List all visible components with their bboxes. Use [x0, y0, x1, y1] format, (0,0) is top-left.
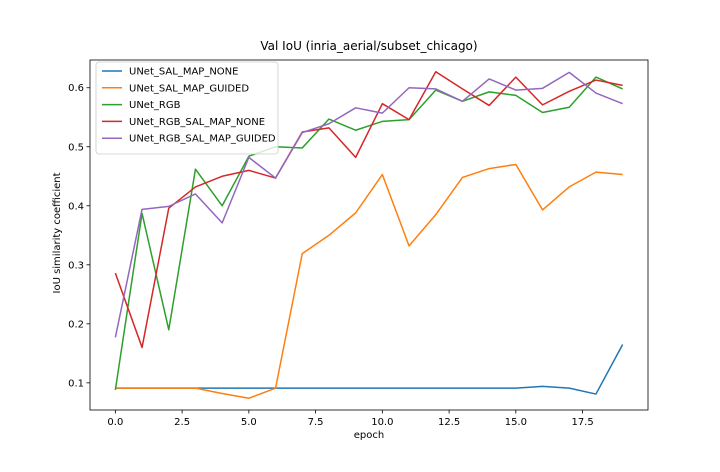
x-tick-label-2: 5.0 [241, 417, 257, 428]
x-tick-label-7: 17.5 [571, 417, 593, 428]
legend-label-4: UNet_RGB_SAL_MAP_GUIDED [129, 134, 276, 145]
chart-title: Val IoU (inria_aerial/subset_chicago) [260, 39, 477, 53]
series-line-2 [114, 76, 623, 391]
y-tick-label-5: 0.6 [68, 83, 84, 94]
x-tick-label-0: 0.0 [107, 417, 123, 428]
series-line-1 [115, 163, 623, 399]
legend-label-1: UNet_SAL_MAP_GUIDED [129, 83, 249, 94]
y-tick-label-2: 0.3 [68, 260, 84, 271]
x-tick-label-6: 15.0 [505, 417, 527, 428]
x-tick-label-3: 7.5 [308, 417, 324, 428]
x-tick-label-1: 2.5 [174, 417, 190, 428]
series-line-3 [114, 71, 623, 349]
legend: UNet_SAL_MAP_NONE UNet_SAL_MAP_GUIDED UNet… [95, 61, 279, 155]
x-axis-label: epoch [354, 430, 384, 441]
legend-label-3: UNet_RGB_SAL_MAP_NONE [129, 117, 265, 128]
y-tick-label-1: 0.2 [68, 319, 84, 330]
legend-label-2: UNet_RGB [129, 100, 181, 111]
y-tick-label-0: 0.1 [68, 378, 84, 389]
x-tick-label-4: 10.0 [371, 417, 393, 428]
legend-box [95, 61, 279, 155]
y-axis-label: IoU similarity coefficient [52, 172, 63, 293]
series-line-4 [114, 71, 623, 338]
legend-label-0: UNet_SAL_MAP_NONE [129, 67, 238, 78]
x-tick-label-5: 12.5 [438, 417, 460, 428]
y-tick-label-3: 0.4 [68, 201, 84, 212]
plot-frame [89, 59, 649, 411]
y-tick-label-4: 0.5 [68, 142, 84, 153]
series-line-0 [115, 344, 624, 395]
